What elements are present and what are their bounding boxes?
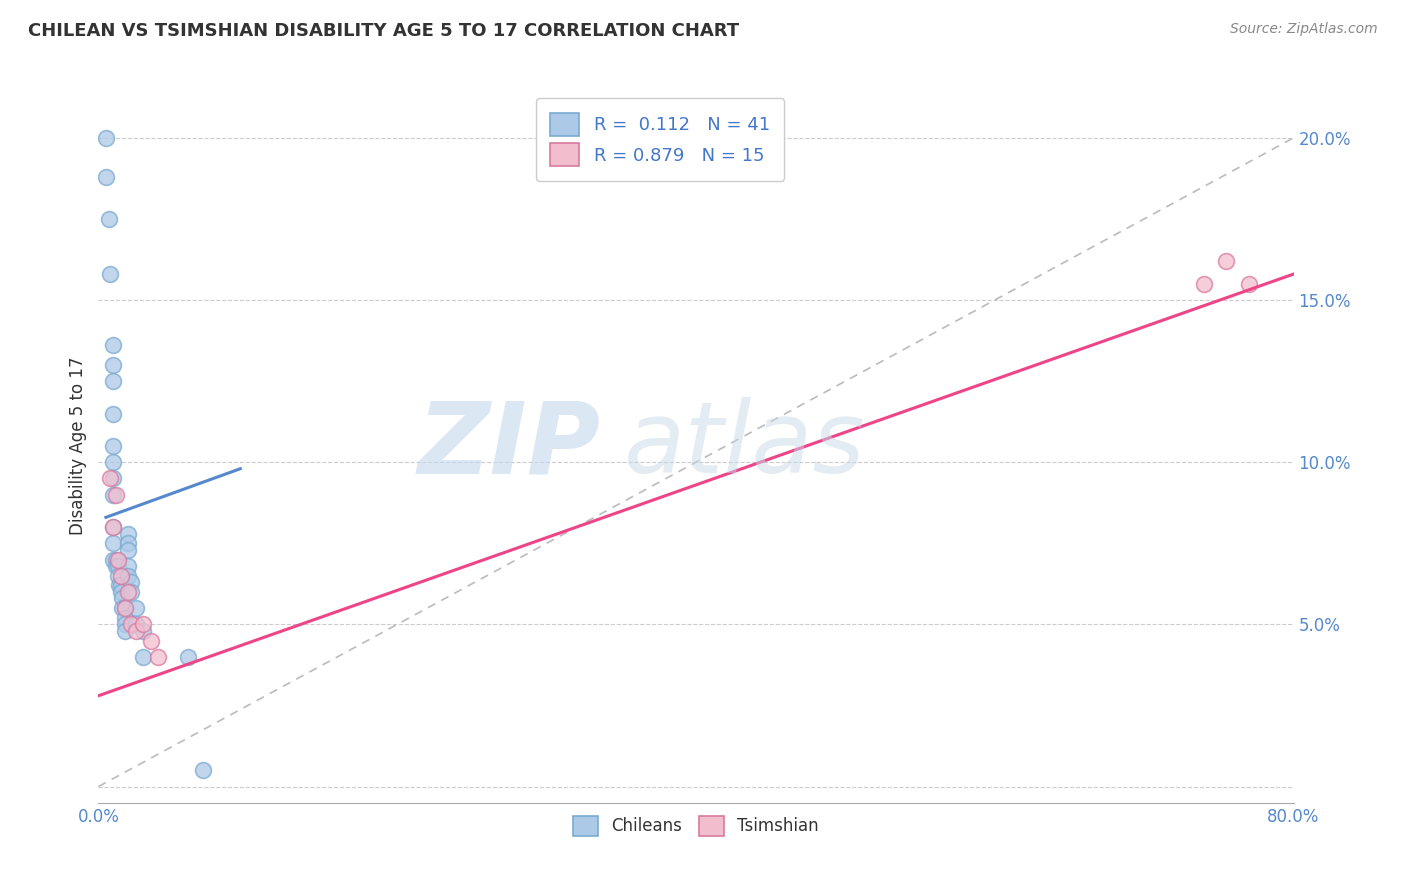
Point xyxy=(105,552,128,566)
Point xyxy=(98,267,122,281)
Point xyxy=(103,552,125,566)
Point xyxy=(117,559,139,574)
Point xyxy=(177,649,200,664)
Point xyxy=(1215,254,1237,268)
Legend: Chileans, Tsimshian: Chileans, Tsimshian xyxy=(565,807,827,845)
Point xyxy=(114,601,136,615)
Point xyxy=(107,552,129,566)
Point xyxy=(117,542,139,557)
Point xyxy=(125,601,148,615)
Point xyxy=(114,601,136,615)
Text: CHILEAN VS TSIMSHIAN DISABILITY AGE 5 TO 17 CORRELATION CHART: CHILEAN VS TSIMSHIAN DISABILITY AGE 5 TO… xyxy=(28,22,740,40)
Point xyxy=(103,407,125,421)
Point xyxy=(114,617,136,632)
Point xyxy=(103,520,125,534)
Point xyxy=(132,649,155,664)
Point xyxy=(108,578,131,592)
Text: Source: ZipAtlas.com: Source: ZipAtlas.com xyxy=(1230,22,1378,37)
Point xyxy=(105,488,128,502)
Point xyxy=(191,764,214,778)
Point xyxy=(103,374,125,388)
Point xyxy=(111,601,134,615)
Point xyxy=(117,526,139,541)
Point xyxy=(117,536,139,550)
Text: ZIP: ZIP xyxy=(418,398,600,494)
Text: atlas: atlas xyxy=(624,398,866,494)
Point xyxy=(120,585,142,599)
Point xyxy=(120,575,142,590)
Point xyxy=(107,568,129,582)
Point xyxy=(132,617,155,632)
Point xyxy=(1192,277,1215,291)
Point xyxy=(97,211,120,226)
Point xyxy=(103,536,125,550)
Point xyxy=(103,439,125,453)
Point xyxy=(107,559,129,574)
Point xyxy=(114,624,136,638)
Point xyxy=(103,358,125,372)
Point xyxy=(114,611,136,625)
Point xyxy=(98,471,122,485)
Point xyxy=(132,624,155,638)
Point xyxy=(105,559,128,574)
Point xyxy=(117,585,139,599)
Point xyxy=(110,578,132,592)
Point xyxy=(110,585,132,599)
Point xyxy=(148,649,170,664)
Point xyxy=(94,131,117,145)
Point xyxy=(103,338,125,352)
Point xyxy=(111,591,134,606)
Point xyxy=(125,624,148,638)
Point xyxy=(1237,277,1260,291)
Point xyxy=(125,617,148,632)
Point xyxy=(103,455,125,469)
Point xyxy=(103,520,125,534)
Point xyxy=(139,633,162,648)
Point xyxy=(110,568,132,582)
Point xyxy=(117,568,139,582)
Point xyxy=(103,471,125,485)
Point xyxy=(94,169,117,184)
Y-axis label: Disability Age 5 to 17: Disability Age 5 to 17 xyxy=(69,357,87,535)
Point xyxy=(120,617,142,632)
Point xyxy=(103,488,125,502)
